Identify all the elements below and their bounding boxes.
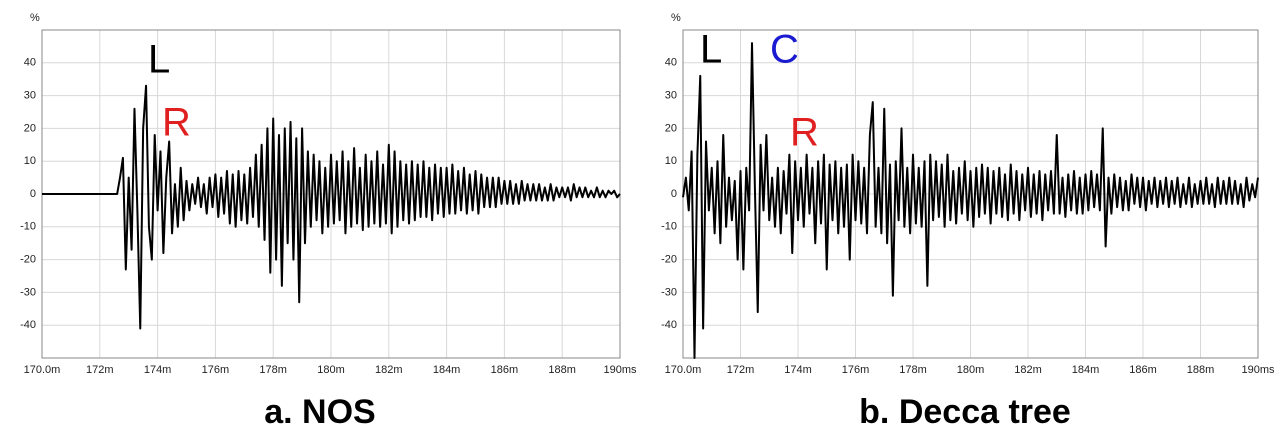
y-tick-label: 10 (665, 155, 677, 167)
y-tick-label: 20 (24, 122, 36, 134)
x-tick-label: 188m (1187, 364, 1215, 376)
x-tick-label: 182m (375, 364, 403, 376)
x-tick-label: 180m (957, 364, 985, 376)
x-tick-label: 170.0m (665, 364, 702, 376)
y-tick-label: 40 (665, 57, 677, 69)
y-tick-label: 20 (665, 122, 677, 134)
x-tick-label: 184m (1072, 364, 1100, 376)
x-tick-label: 180m (317, 364, 345, 376)
x-tick-label: 190ms (603, 364, 637, 376)
data-line (682, 42, 1259, 359)
x-tick-label: 172m (86, 364, 114, 376)
annotation: R (790, 111, 819, 155)
x-tick-label: 174m (784, 364, 812, 376)
x-tick-label: 190ms (1241, 364, 1275, 376)
x-tick-label: 186m (491, 364, 519, 376)
y-tick-label: -10 (661, 221, 677, 233)
x-tick-label: 178m (259, 364, 287, 376)
y-tick-label: -40 (661, 319, 677, 331)
y-tick-label: 30 (24, 90, 36, 102)
y-tick-label: -30 (661, 286, 677, 298)
panel-caption: a. NOS (264, 393, 375, 431)
annotation: C (770, 28, 799, 72)
y-tick-label: 0 (671, 188, 677, 200)
x-tick-label: 178m (899, 364, 927, 376)
x-tick-label: 174m (144, 364, 172, 376)
y-tick-label: 10 (24, 155, 36, 167)
y-tick-label: 0 (30, 188, 36, 200)
x-tick-label: 182m (1014, 364, 1042, 376)
x-tick-label: 170.0m (24, 364, 61, 376)
annotation: R (162, 101, 191, 145)
y-axis-unit: % (671, 12, 681, 24)
y-tick-label: -20 (661, 254, 677, 266)
y-tick-label: 30 (665, 90, 677, 102)
annotation: L (700, 28, 722, 72)
x-tick-label: 176m (842, 364, 870, 376)
y-tick-label: -40 (20, 319, 36, 331)
x-tick-label: 184m (433, 364, 461, 376)
panel-caption: b. Decca tree (859, 393, 1071, 431)
y-tick-label: -20 (20, 254, 36, 266)
y-tick-label: -30 (20, 286, 36, 298)
y-tick-label: 40 (24, 57, 36, 69)
x-tick-label: 186m (1129, 364, 1157, 376)
x-tick-label: 172m (727, 364, 755, 376)
data-line (42, 84, 621, 330)
x-tick-label: 188m (548, 364, 576, 376)
y-tick-label: -10 (20, 221, 36, 233)
x-tick-label: 176m (202, 364, 230, 376)
annotation: L (148, 38, 170, 82)
y-axis-unit: % (30, 12, 40, 24)
